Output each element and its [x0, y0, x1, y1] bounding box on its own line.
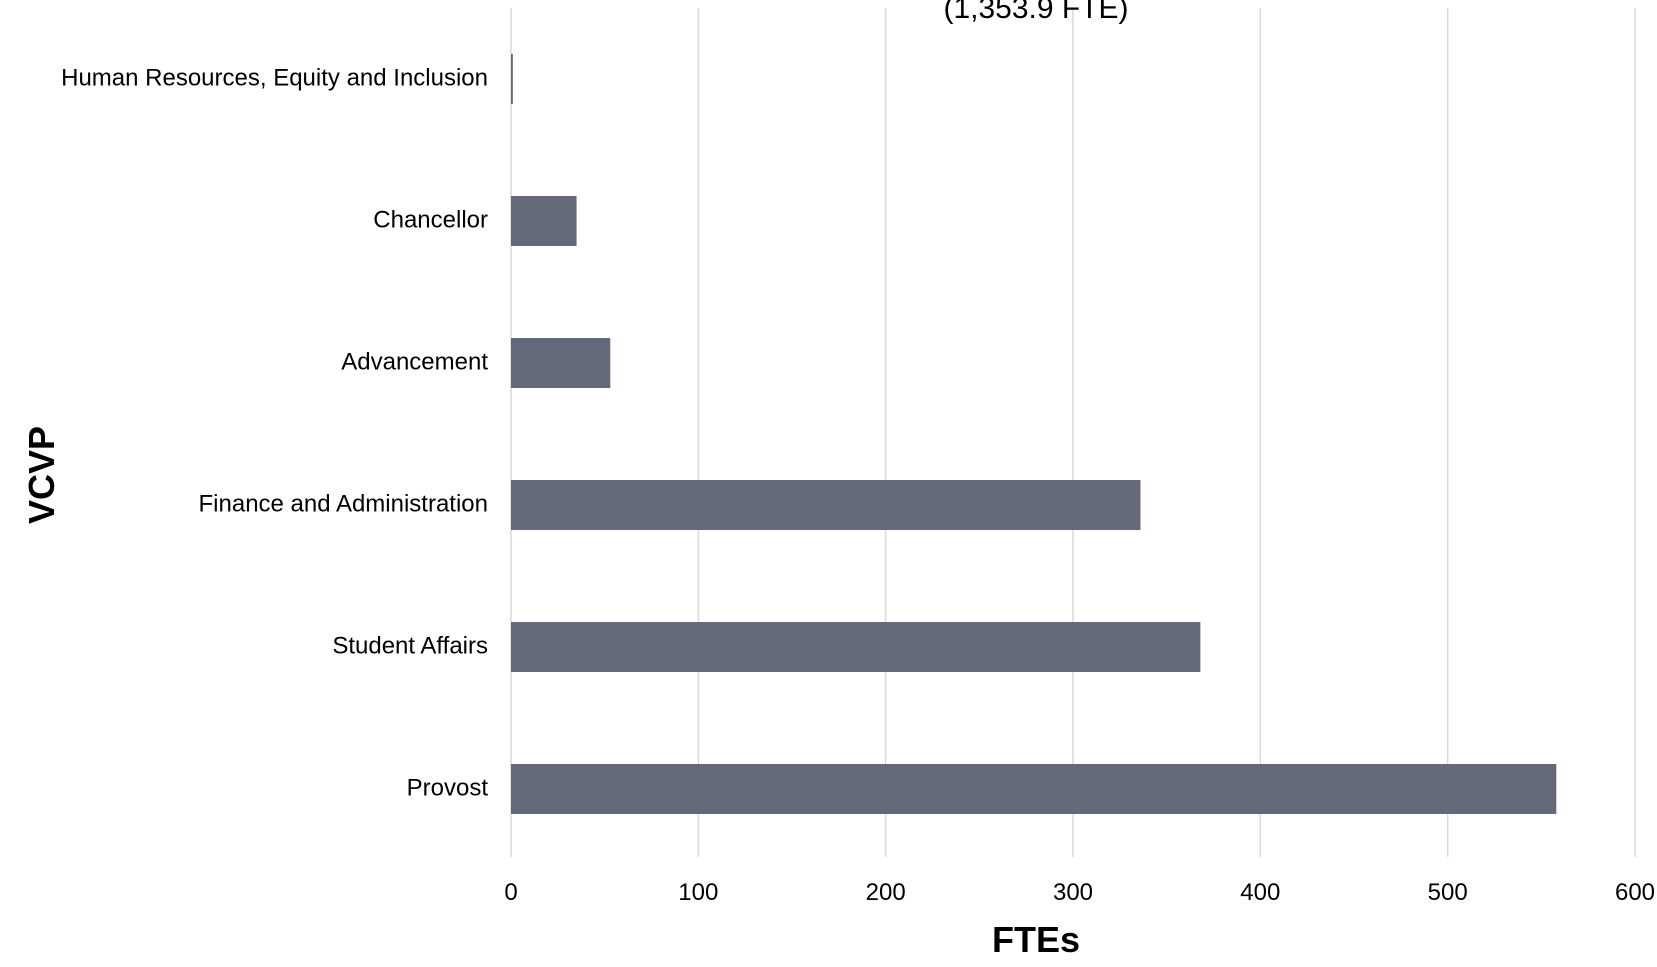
x-tick-label: 100: [678, 879, 718, 906]
x-tick-label: 200: [866, 879, 906, 906]
bars: [511, 54, 1557, 814]
category-labels: Human Resources, Equity and Inclusion Cha…: [61, 64, 488, 801]
category-label: Advancement: [341, 348, 488, 375]
y-axis-title: VCVP: [21, 426, 62, 524]
x-tick-label: 400: [1240, 879, 1280, 906]
category-label: Chancellor: [373, 206, 488, 233]
x-tick-label: 300: [1053, 879, 1093, 906]
x-axis-title: FTEs: [992, 919, 1080, 960]
category-label: Human Resources, Equity and Inclusion: [61, 64, 488, 91]
category-label: Finance and Administration: [199, 490, 489, 517]
bar-human-resources-equity-and-inclusion: [511, 54, 513, 104]
category-label: Provost: [407, 774, 489, 801]
x-tick-labels: 0 100 200 300 400 500 600: [504, 879, 1655, 906]
gridlines: [510, 8, 1636, 857]
x-tick-label: 0: [504, 879, 517, 906]
bar-chancellor: [511, 196, 577, 246]
bar-provost: [511, 764, 1557, 814]
bar-advancement: [511, 338, 611, 388]
chart-subtitle: (1,353.9 FTE): [943, 0, 1128, 25]
x-tick-label: 500: [1428, 879, 1468, 906]
bar-finance-and-administration: [511, 480, 1141, 530]
bar-student-affairs: [511, 622, 1201, 672]
x-tick-label: 600: [1615, 879, 1655, 906]
category-label: Student Affairs: [332, 632, 488, 659]
